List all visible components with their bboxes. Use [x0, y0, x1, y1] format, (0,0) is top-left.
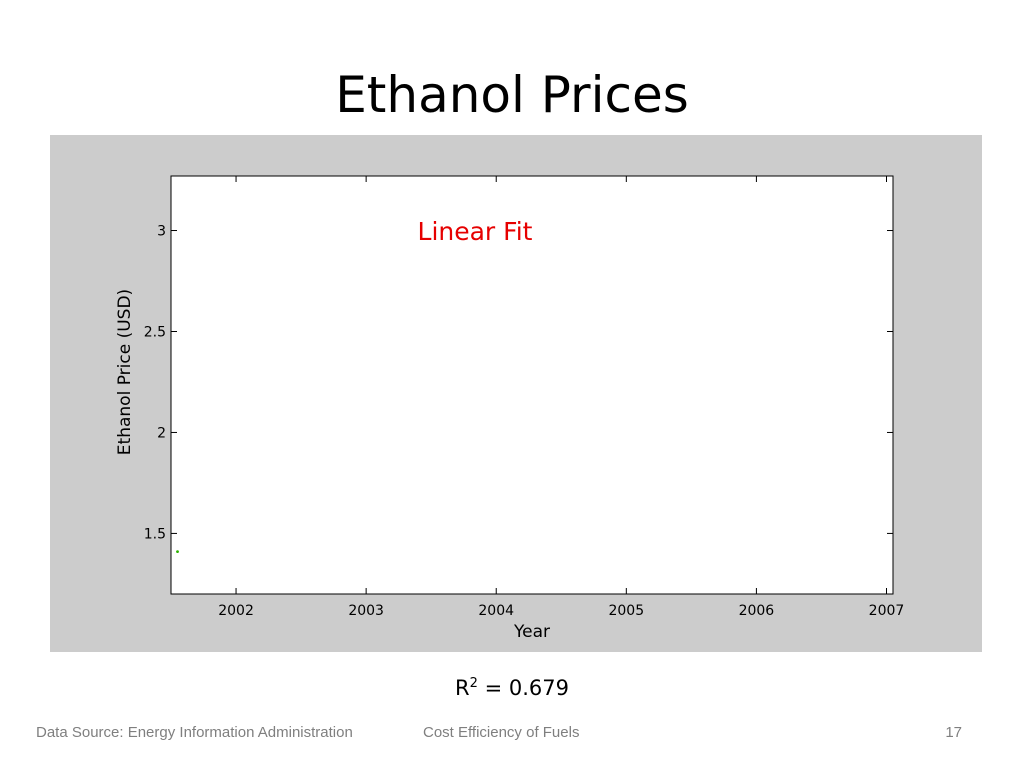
x-tick-label: 2002 — [218, 603, 254, 619]
y-tick-label: 2 — [157, 425, 166, 441]
r-squared-symbol: R — [455, 676, 470, 700]
footer-page-number: 17 — [945, 724, 962, 741]
footer-data-source: Data Source: Energy Information Administ… — [36, 724, 353, 741]
y-axis-label: Ethanol Price (USD) — [115, 289, 135, 455]
chart-svg: 2002 2003 2004 2005 2006 2007 1.5 2 2.5 3 Year Etha… — [115, 175, 905, 642]
x-tick-label: 2005 — [608, 603, 644, 619]
footer-presentation-title: Cost Efficiency of Fuels — [423, 724, 580, 741]
y-tick-label: 3 — [157, 224, 166, 240]
linear-fit-annotation: Linear Fit — [418, 217, 533, 246]
r-squared-exponent: 2 — [469, 676, 478, 691]
x-tick-label: 2004 — [478, 603, 514, 619]
r-squared-label: R2 = 0.679 — [0, 674, 1024, 702]
y-tick-label: 2.5 — [144, 324, 166, 340]
plot-area — [170, 175, 894, 595]
x-axis-label: Year — [513, 622, 550, 642]
x-tick-label: 2006 — [739, 603, 775, 619]
slide-title: Ethanol Prices — [335, 66, 689, 124]
y-tick-label: 1.5 — [144, 526, 166, 542]
x-tick-label: 2007 — [869, 603, 905, 619]
x-tick-label: 2003 — [348, 603, 384, 619]
r-squared-value: = 0.679 — [477, 676, 569, 700]
data-point — [176, 550, 179, 553]
chart-figure: 2002 2003 2004 2005 2006 2007 1.5 2 2.5 3 Year Etha… — [50, 135, 982, 652]
